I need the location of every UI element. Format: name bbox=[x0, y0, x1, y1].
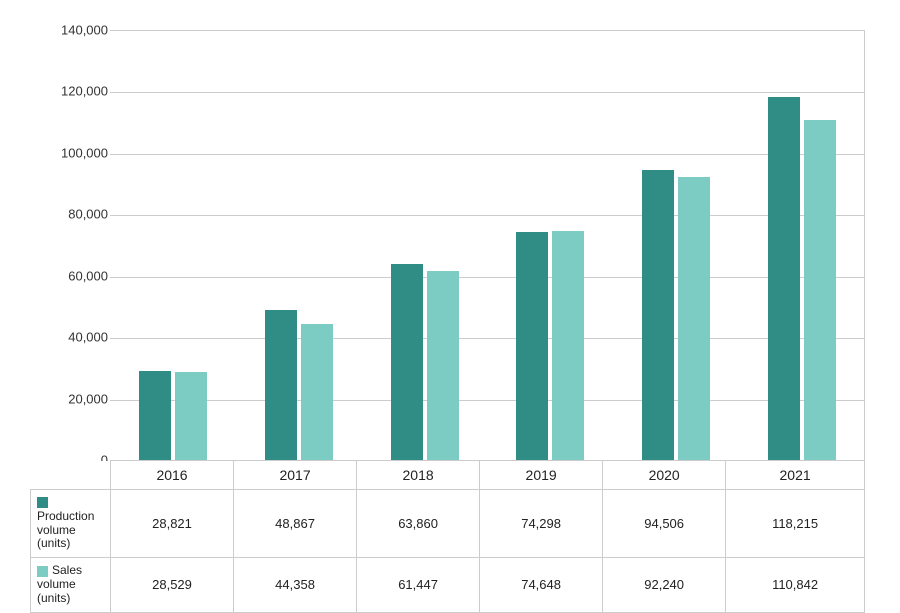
series-header-sales: Sales volume (units) bbox=[31, 558, 111, 612]
cell-value: 110,842 bbox=[726, 558, 865, 612]
cell-value: 48,867 bbox=[234, 490, 357, 558]
bar-production bbox=[516, 232, 548, 460]
series-label: Production volume (units) bbox=[37, 509, 94, 551]
year-header: 2021 bbox=[726, 461, 865, 490]
table-corner bbox=[31, 461, 111, 490]
cell-value: 61,447 bbox=[357, 558, 480, 612]
cell-value: 118,215 bbox=[726, 490, 865, 558]
y-tick-label: 100,000 bbox=[38, 145, 108, 160]
cell-value: 28,529 bbox=[111, 558, 234, 612]
cell-value: 63,860 bbox=[357, 490, 480, 558]
plot-area bbox=[110, 30, 865, 460]
bar-sales bbox=[175, 372, 207, 460]
year-header: 2019 bbox=[480, 461, 603, 490]
table-row-sales: Sales volume (units) 28,529 44,358 61,44… bbox=[31, 558, 865, 612]
bar-sales bbox=[678, 177, 710, 460]
bar-production bbox=[642, 170, 674, 460]
cell-value: 74,298 bbox=[480, 490, 603, 558]
series-header-production: Production volume (units) bbox=[31, 490, 111, 558]
bar-group bbox=[613, 31, 739, 460]
table-row-years: 2016 2017 2018 2019 2020 2021 bbox=[31, 461, 865, 490]
table-row-production: Production volume (units) 28,821 48,867 … bbox=[31, 490, 865, 558]
bar-sales bbox=[301, 324, 333, 460]
y-tick-label: 140,000 bbox=[38, 23, 108, 38]
bar-group bbox=[739, 31, 865, 460]
bar-production bbox=[139, 371, 171, 460]
legend-swatch-production bbox=[37, 497, 48, 508]
year-header: 2017 bbox=[234, 461, 357, 490]
bar-production bbox=[265, 310, 297, 460]
year-header: 2016 bbox=[111, 461, 234, 490]
y-tick-label: 20,000 bbox=[38, 391, 108, 406]
bar-production bbox=[391, 264, 423, 460]
bar-production bbox=[768, 97, 800, 460]
bar-sales bbox=[427, 271, 459, 460]
cell-value: 44,358 bbox=[234, 558, 357, 612]
year-header: 2020 bbox=[603, 461, 726, 490]
year-header: 2018 bbox=[357, 461, 480, 490]
y-tick-label: 40,000 bbox=[38, 330, 108, 345]
bar-group bbox=[488, 31, 614, 460]
bar-group bbox=[362, 31, 488, 460]
cell-value: 94,506 bbox=[603, 490, 726, 558]
cell-value: 74,648 bbox=[480, 558, 603, 612]
bar-group bbox=[236, 31, 362, 460]
legend-swatch-sales bbox=[37, 566, 48, 577]
y-tick-label: 120,000 bbox=[38, 84, 108, 99]
volume-chart: 0 20,000 40,000 60,000 80,000 100,000 12… bbox=[30, 20, 870, 580]
bar-group bbox=[110, 31, 236, 460]
bars-layer bbox=[110, 31, 864, 460]
bar-sales bbox=[552, 231, 584, 460]
cell-value: 28,821 bbox=[111, 490, 234, 558]
cell-value: 92,240 bbox=[603, 558, 726, 612]
y-tick-label: 60,000 bbox=[38, 268, 108, 283]
data-table: 2016 2017 2018 2019 2020 2021 Production… bbox=[30, 460, 865, 613]
y-tick-label: 80,000 bbox=[38, 207, 108, 222]
bar-sales bbox=[804, 120, 836, 460]
